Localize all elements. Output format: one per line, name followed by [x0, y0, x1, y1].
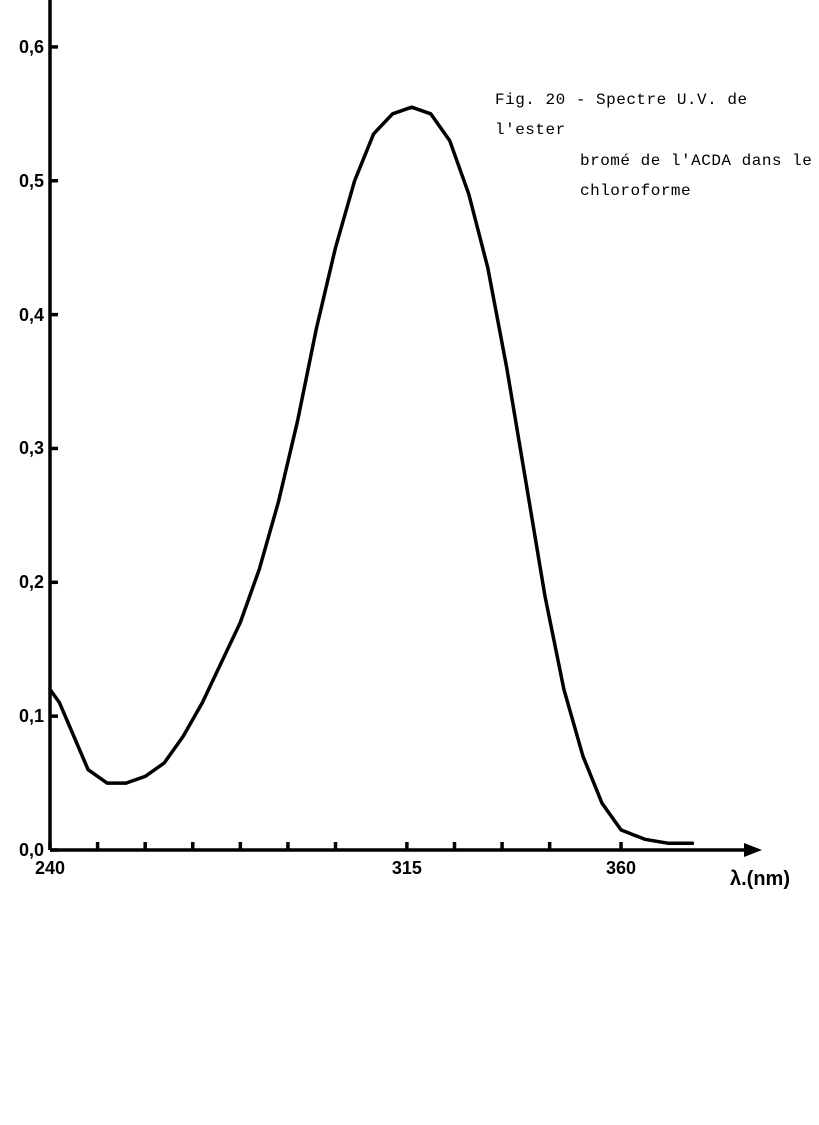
page: DO ↑ 0,0 0,1 0,2 0,3 0,4 0,5 0,6 240 315…: [0, 0, 819, 1125]
y-tick-label-1: 0,1: [4, 706, 44, 727]
x-tick-label-360: 360: [596, 858, 646, 879]
x-axis-unit-text: λ.(nm): [730, 868, 790, 890]
series-uv-spectrum: [50, 107, 692, 843]
x-axis-unit-label: λ.(nm): [730, 868, 790, 891]
y-tick-label-6: 0,6: [4, 37, 44, 58]
figure-caption: Fig. 20 - Spectre U.V. de l'ester bromé …: [495, 85, 815, 207]
x-tick-label-240: 240: [25, 858, 75, 879]
y-tick-label-4: 0,4: [4, 305, 44, 326]
y-tick-label-2: 0,2: [4, 572, 44, 593]
caption-prefix: Fig. 20 -: [495, 91, 596, 109]
y-tick-label-5: 0,5: [4, 171, 44, 192]
y-tick-label-3: 0,3: [4, 438, 44, 459]
x-tick-label-315: 315: [382, 858, 432, 879]
caption-line-3: chloroforme: [495, 176, 815, 206]
caption-line-2: bromé de l'ACDA dans le: [495, 146, 815, 176]
x-axis-arrow: [744, 843, 762, 857]
